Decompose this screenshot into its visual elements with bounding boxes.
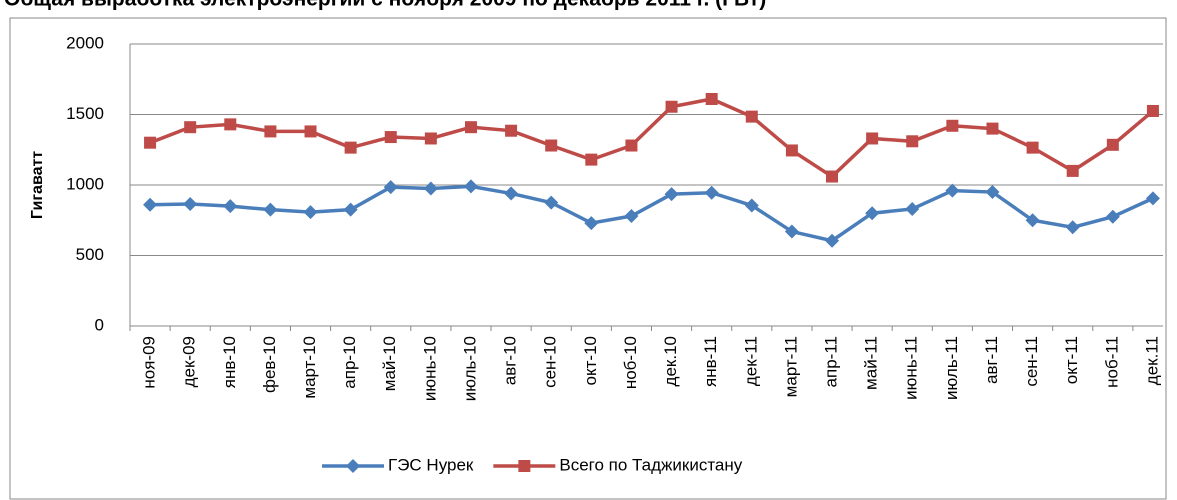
marker xyxy=(304,125,317,138)
x-tick-label: окт-10 xyxy=(581,336,600,385)
marker xyxy=(1106,138,1119,151)
marker xyxy=(625,139,638,152)
x-tick-label: март-10 xyxy=(300,336,319,399)
marker xyxy=(1145,191,1160,206)
marker xyxy=(346,459,360,473)
x-tick-label: дек-11 xyxy=(741,336,760,386)
x-tick-label: дек.11 xyxy=(1142,336,1161,385)
marker xyxy=(143,197,158,212)
marker xyxy=(184,121,197,134)
marker xyxy=(383,180,398,195)
x-tick-label: авг-10 xyxy=(501,336,520,385)
marker xyxy=(303,205,318,220)
y-axis-label: Гигаватт xyxy=(29,151,46,219)
x-tick-label: ноб-11 xyxy=(1102,336,1121,388)
marker xyxy=(906,135,919,148)
marker xyxy=(704,185,719,200)
legend-label: Всего по Таджикистану xyxy=(559,455,742,474)
marker xyxy=(463,179,478,194)
series-line xyxy=(149,97,1155,179)
marker xyxy=(1105,209,1120,224)
marker xyxy=(744,198,759,213)
marker xyxy=(705,92,718,105)
marker xyxy=(866,132,879,145)
marker xyxy=(1026,141,1039,154)
x-tick-label: сен-10 xyxy=(541,336,560,388)
marker xyxy=(518,460,531,472)
y-tick-label: 1000 xyxy=(66,174,104,193)
marker xyxy=(585,153,598,166)
marker xyxy=(986,122,999,135)
y-tick-label: 500 xyxy=(76,245,104,264)
x-tick-label: июнь-10 xyxy=(420,336,439,401)
marker xyxy=(785,144,798,157)
y-tick-label: 1500 xyxy=(66,104,104,123)
chart-title: Общая выработка электроэнергии с ноября … xyxy=(4,0,766,11)
marker xyxy=(1146,104,1159,117)
marker xyxy=(505,124,518,137)
marker xyxy=(504,186,519,201)
marker xyxy=(545,139,558,152)
marker xyxy=(263,202,278,217)
marker xyxy=(264,125,277,138)
x-tick-label: апр-11 xyxy=(822,336,841,387)
marker xyxy=(784,224,799,239)
x-tick-label: янв-11 xyxy=(701,336,720,387)
marker xyxy=(344,141,357,154)
marker xyxy=(144,136,157,149)
marker xyxy=(945,183,960,198)
marker xyxy=(665,100,678,113)
legend-label: ГЭС Нурек xyxy=(388,455,474,474)
x-tick-label: июль-11 xyxy=(942,336,961,400)
x-tick-label: ноя-09 xyxy=(140,336,159,389)
x-tick-label: дек.10 xyxy=(661,336,680,386)
marker xyxy=(985,185,1000,200)
marker xyxy=(343,202,358,217)
marker xyxy=(464,121,477,134)
marker xyxy=(905,201,920,216)
x-tick-label: фев-10 xyxy=(260,336,279,393)
chart-frame xyxy=(9,17,1167,500)
marker xyxy=(1066,164,1079,177)
x-tick-label: май-11 xyxy=(862,336,881,390)
x-tick-label: июль-10 xyxy=(460,336,479,401)
marker xyxy=(1065,220,1080,235)
marker xyxy=(223,199,238,214)
x-tick-label: май-10 xyxy=(380,336,399,391)
marker xyxy=(224,118,237,131)
x-tick-label: дек-09 xyxy=(180,336,199,387)
marker xyxy=(826,170,839,183)
x-tick-label: сен-11 xyxy=(1022,336,1041,387)
series-line xyxy=(150,184,1154,243)
marker xyxy=(745,110,758,123)
marker xyxy=(1025,213,1040,228)
y-tick-label: 2000 xyxy=(66,33,104,52)
x-tick-label: янв-10 xyxy=(220,336,239,388)
marker xyxy=(544,195,559,210)
x-tick-label: ноб-10 xyxy=(621,336,640,389)
x-tick-label: окт-11 xyxy=(1062,336,1081,384)
marker xyxy=(384,131,397,144)
x-tick-label: март-11 xyxy=(781,336,800,397)
marker xyxy=(423,181,438,196)
marker xyxy=(424,132,437,145)
marker xyxy=(183,197,198,212)
marker xyxy=(825,233,840,248)
marker xyxy=(865,206,880,221)
x-tick-label: июнь-11 xyxy=(902,336,921,400)
x-tick-label: авг-11 xyxy=(982,336,1001,384)
marker xyxy=(946,119,959,132)
y-tick-label: 0 xyxy=(95,315,104,334)
marker xyxy=(584,216,599,231)
marker xyxy=(624,209,639,224)
x-tick-label: апр-10 xyxy=(340,336,359,389)
marker xyxy=(664,187,679,202)
